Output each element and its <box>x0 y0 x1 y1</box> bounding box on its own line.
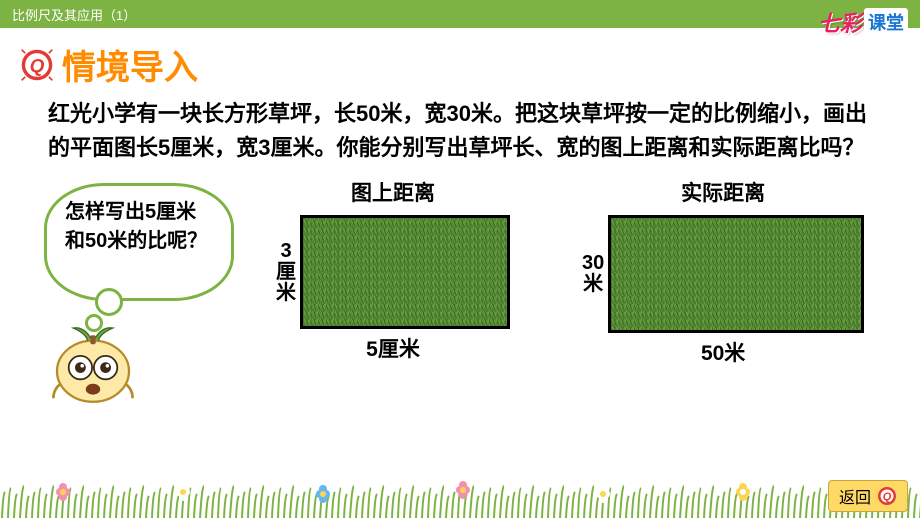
panel-small-width-label: 5厘米 <box>276 333 510 363</box>
problem-text: 红光小学有一块长方形草坪，长50米，宽30米。把这块草坪按一定的比例缩小，画出的… <box>0 97 920 165</box>
svg-text:Q: Q <box>883 491 892 503</box>
brand-part2: 课堂 <box>864 8 908 36</box>
panel-map-distance: 图上距离 3厘米 5厘米 <box>276 177 510 363</box>
section-title: 情境导入 <box>62 40 198 89</box>
section-icon: Q <box>20 48 54 82</box>
return-icon: Q <box>877 486 897 506</box>
figure-area: 怎样写出5厘米和50米的比呢？ 图上距离 3厘米 <box>0 177 920 417</box>
panel-large-title: 实际距离 <box>582 177 864 207</box>
top-bar: 比例尺及其应用（1） <box>0 0 920 28</box>
grass-rect-large <box>608 215 864 333</box>
brand-logo: 七彩 课堂 <box>818 6 908 38</box>
panel-large-width-label: 50米 <box>582 337 864 367</box>
brand-part1: 七彩 <box>818 6 862 38</box>
return-button[interactable]: 返回 Q <box>828 480 908 512</box>
return-label: 返回 <box>839 484 871 508</box>
section-header: Q 情境导入 <box>0 28 920 97</box>
footer-decoration <box>0 474 920 518</box>
thought-text: 怎样写出5厘米和50米的比呢？ <box>65 201 207 252</box>
thought-bubble: 怎样写出5厘米和50米的比呢？ <box>44 183 234 301</box>
panel-large-height-label: 30米 <box>582 215 608 333</box>
panel-small-height-label: 3厘米 <box>276 215 300 329</box>
apple-character-icon <box>48 319 138 409</box>
svg-text:Q: Q <box>30 54 45 75</box>
panel-real-distance: 实际距离 30米 50米 <box>582 177 864 367</box>
panel-small-title: 图上距离 <box>276 177 510 207</box>
grass-rect-small <box>300 215 510 329</box>
top-bar-title: 比例尺及其应用（1） <box>12 5 136 24</box>
